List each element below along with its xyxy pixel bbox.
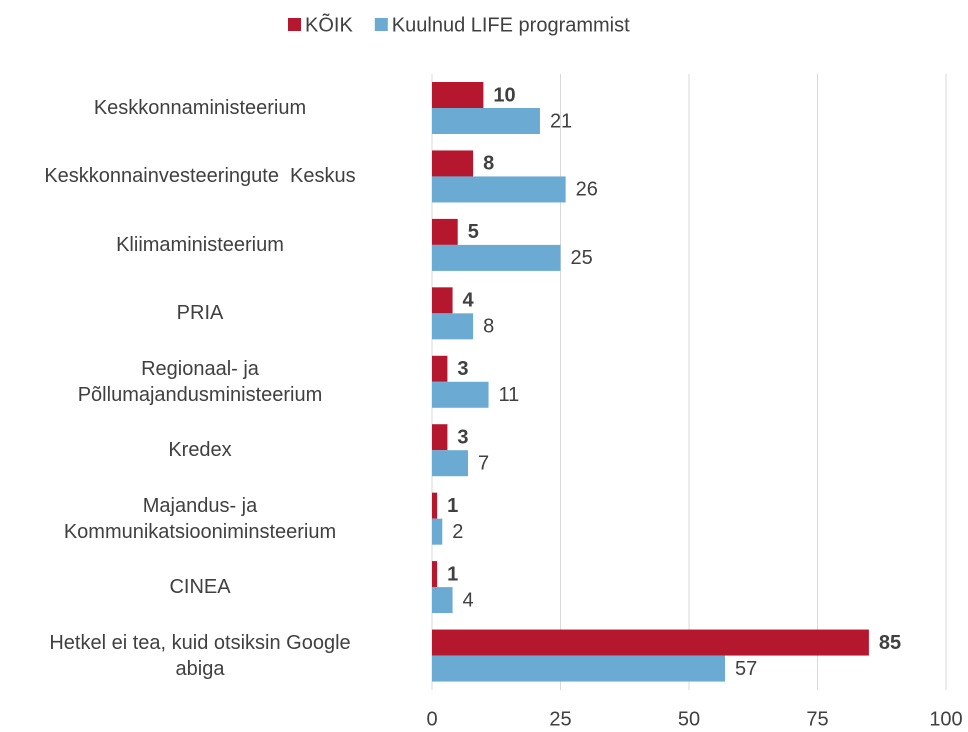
value-label: 5: [468, 221, 479, 243]
bar: [432, 492, 438, 519]
bar: [432, 244, 561, 271]
bar: [432, 587, 453, 614]
category-label: Regionaal- ja Põllumajandusministeerium: [77, 357, 323, 406]
bar: [432, 108, 540, 134]
bar: [432, 150, 474, 177]
legend-label: Kuulnud LIFE programmist: [392, 14, 630, 36]
value-label: 4: [463, 290, 475, 312]
bar: [432, 518, 443, 545]
category-label: Keskkonnainvesteeringute Keskus: [44, 165, 356, 188]
legend-label: KÕIK: [305, 12, 353, 36]
value-label: 11: [499, 384, 520, 406]
bar: [432, 82, 484, 108]
bar: [432, 381, 489, 408]
value-label: 2: [452, 521, 463, 543]
category-label: Kliimaministeerium: [116, 233, 284, 256]
bar: [432, 424, 448, 451]
category-label: CINEA: [169, 576, 231, 599]
value-label: 8: [483, 316, 494, 338]
value-label: 21: [550, 110, 572, 132]
bar: [432, 561, 438, 588]
category-label: PRIA: [176, 302, 224, 325]
bar: [432, 313, 474, 340]
x-tick-label: 0: [426, 708, 437, 730]
legend-swatch: [288, 18, 301, 31]
bar: [432, 629, 869, 656]
category-label: Hetkel ei tea, kuid otsiksin Google abig…: [49, 631, 351, 680]
legend-swatch: [374, 18, 388, 31]
value-label: 57: [735, 658, 757, 680]
bar: [432, 287, 453, 314]
value-label: 85: [879, 632, 901, 654]
x-tick-label: 50: [678, 708, 700, 730]
value-label: 3: [457, 427, 468, 449]
category-label: Keskkonnaministeerium: [93, 97, 307, 119]
category-label: Kredex: [168, 439, 232, 462]
bar: [432, 450, 468, 477]
category-label: Majandus- ja Kommunikatsiooniminsteerium: [63, 494, 337, 543]
value-label: 8: [483, 153, 494, 175]
value-label: 3: [457, 358, 468, 380]
value-label: 1: [447, 563, 458, 585]
bar: [432, 355, 448, 382]
value-label: 10: [493, 84, 515, 106]
value-label: 7: [478, 453, 489, 475]
bar: [432, 218, 458, 245]
value-label: 25: [571, 247, 593, 269]
bar: [432, 176, 566, 203]
x-tick-label: 75: [806, 708, 828, 730]
value-label: 26: [576, 179, 598, 201]
bar: [432, 655, 725, 682]
value-label: 1: [447, 495, 458, 517]
x-tick-label: 25: [549, 708, 571, 730]
x-tick-label: 100: [929, 708, 962, 730]
value-label: 4: [463, 589, 474, 611]
